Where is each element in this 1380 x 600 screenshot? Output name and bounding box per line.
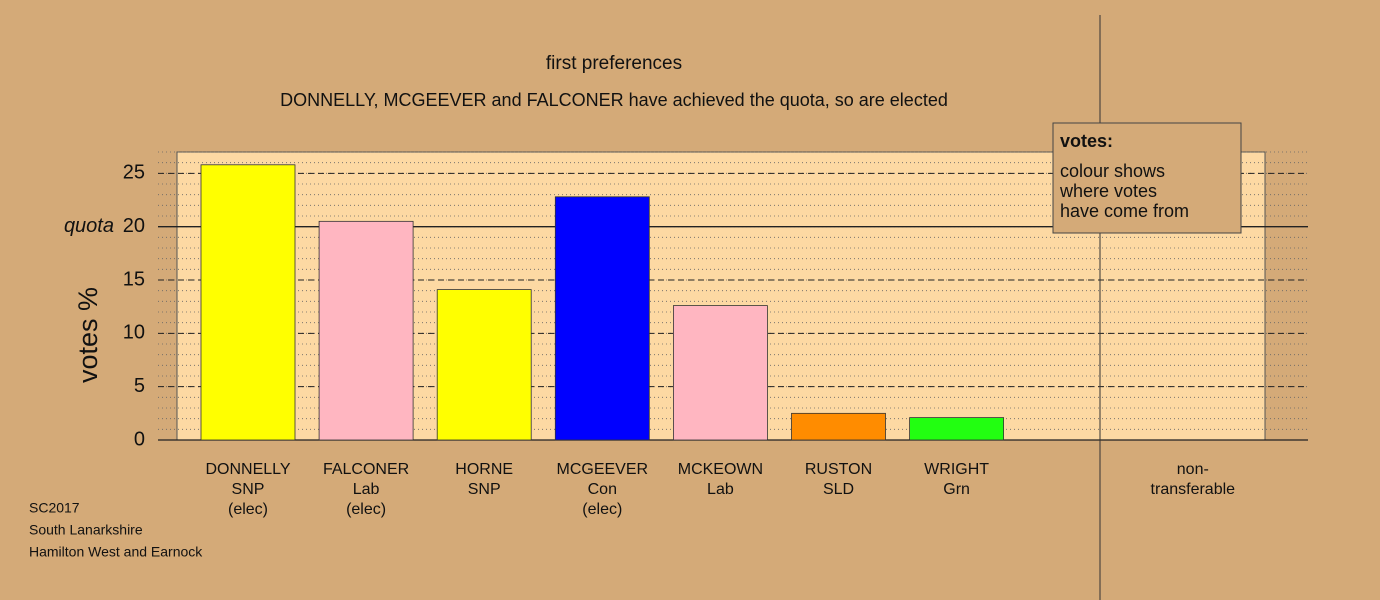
x-tick-label: transferable — [1151, 481, 1236, 498]
y-tick-label: 0 — [134, 428, 145, 450]
footnote: Hamilton West and Earnock — [29, 544, 203, 560]
x-tick-label: SLD — [823, 481, 854, 498]
bar — [318, 220, 414, 441]
y-tick-label: 15 — [123, 268, 145, 290]
x-tick-label: Lab — [353, 481, 380, 498]
x-tick-label: (elec) — [582, 501, 622, 518]
y-tick-label: 10 — [123, 322, 145, 344]
legend-text: colour shows — [1060, 161, 1165, 181]
x-tick-label: MCKEOWN — [678, 461, 763, 478]
x-tick-label: MCGEEVER — [557, 461, 649, 478]
x-tick-label: DONNELLY — [205, 461, 290, 478]
x-tick-label: HORNE — [455, 461, 513, 478]
bar — [200, 164, 296, 441]
x-tick-label: Con — [588, 481, 617, 498]
y-tick-label: 20 — [123, 215, 145, 237]
quota-label: quota — [64, 215, 114, 237]
chart-subtitle: DONNELLY, MCGEEVER and FALCONER have ach… — [280, 90, 948, 110]
x-tick-label: Grn — [943, 481, 970, 498]
y-tick-label: 25 — [123, 162, 145, 184]
x-tick-label: Lab — [707, 481, 734, 498]
bar — [673, 305, 768, 441]
x-tick-label: FALCONER — [323, 461, 409, 478]
footnote: SC2017 — [29, 500, 80, 516]
x-tick-label: (elec) — [228, 501, 268, 518]
bar — [909, 417, 1004, 441]
x-tick-label: non- — [1177, 461, 1209, 478]
x-tick-label: SNP — [468, 481, 501, 498]
x-tick-label: (elec) — [346, 501, 386, 518]
legend-text: where votes — [1059, 181, 1157, 201]
x-tick-label: RUSTON — [805, 461, 872, 478]
legend-title: votes: — [1060, 131, 1113, 151]
bar — [791, 412, 886, 441]
y-axis-label: votes % — [73, 287, 103, 383]
legend-box — [1052, 122, 1242, 234]
y-tick-label: 5 — [134, 375, 145, 397]
x-tick-label: WRIGHT — [924, 461, 989, 478]
bar — [436, 289, 532, 441]
x-tick-label: SNP — [232, 481, 265, 498]
footnote: South Lanarkshire — [29, 522, 143, 538]
legend-text: have come from — [1060, 201, 1189, 221]
chart-title: first preferences — [546, 53, 682, 74]
bar — [554, 196, 650, 441]
